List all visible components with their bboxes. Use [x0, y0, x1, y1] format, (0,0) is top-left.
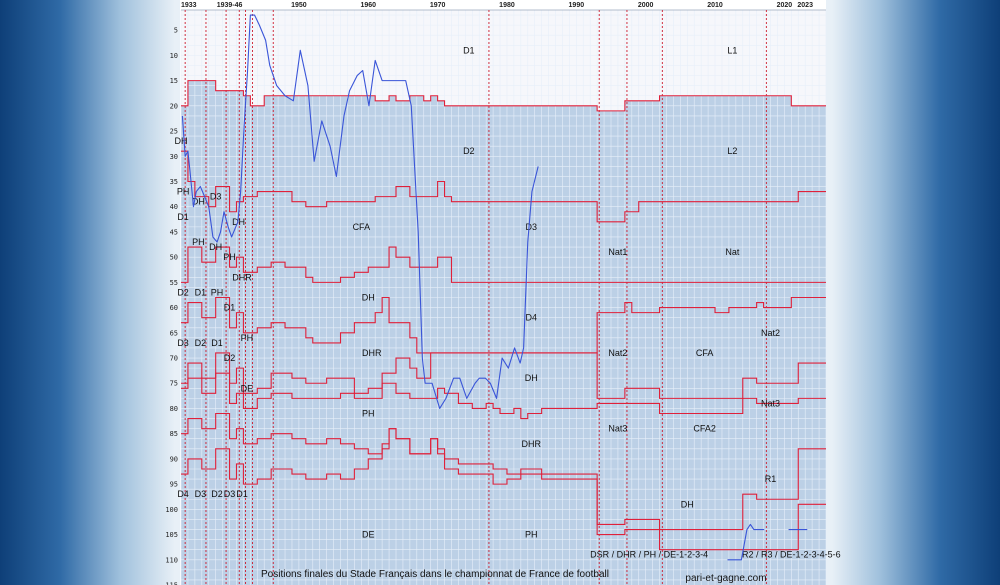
division-label: D2: [463, 146, 475, 156]
y-tick-label: 110: [165, 556, 178, 564]
division-label: Nat2: [761, 328, 780, 338]
y-tick-label: 60: [170, 304, 178, 312]
y-tick-label: 55: [170, 279, 178, 287]
division-label: D2: [195, 338, 207, 348]
y-tick-label: 5: [174, 27, 178, 35]
division-label: Nat3: [608, 424, 627, 434]
x-tick-label: 2000: [638, 2, 654, 9]
division-label: D3: [224, 489, 236, 499]
division-label: PH: [241, 333, 254, 343]
division-label: CFA: [353, 222, 371, 232]
division-label: CFA: [696, 348, 714, 358]
y-tick-label: 25: [170, 128, 178, 136]
division-label: D1: [177, 212, 189, 222]
division-label: DH: [362, 293, 375, 303]
y-tick-label: 50: [170, 254, 178, 262]
division-boundary: [181, 296, 826, 354]
y-tick-label: 65: [170, 329, 178, 337]
x-tick-label: 1970: [430, 2, 446, 9]
division-label: L2: [727, 146, 737, 156]
division-label: DH: [175, 136, 188, 146]
division-label: D3: [195, 489, 207, 499]
division-label: D3: [177, 338, 189, 348]
division-label: D1: [224, 303, 236, 313]
division-label: D4: [525, 313, 537, 323]
x-tick-label: 1939-46: [217, 2, 243, 9]
x-tick-label: 2010: [707, 2, 723, 9]
x-tick-label: 1950: [291, 2, 307, 9]
division-label: DHR: [232, 272, 252, 282]
division-label: D2: [224, 353, 236, 363]
y-tick-label: 35: [170, 178, 178, 186]
division-boundary: [181, 246, 826, 283]
division-label: R1: [765, 474, 777, 484]
division-label: DE: [241, 383, 254, 393]
division-label: PH: [223, 252, 236, 262]
y-tick-label: 20: [170, 102, 178, 110]
division-label: Nat1: [608, 247, 627, 257]
y-tick-label: 15: [170, 77, 178, 85]
division-label: D4: [177, 489, 189, 499]
x-tick-label: 1980: [499, 2, 515, 9]
division-boundary: [181, 428, 826, 551]
y-tick-label: 70: [170, 355, 178, 363]
division-label: D1: [463, 45, 475, 55]
division-label: DH: [209, 242, 222, 252]
x-tick-label: 2023: [797, 2, 813, 9]
y-tick-label: 40: [170, 203, 178, 211]
division-label: D1: [195, 287, 207, 297]
division-label: Nat3: [761, 398, 780, 408]
y-tick-label: 75: [170, 380, 178, 388]
division-label: Nat2: [608, 348, 627, 358]
y-tick-label: 105: [165, 531, 178, 539]
y-tick-label: 45: [170, 228, 178, 236]
division-label: D1: [236, 489, 248, 499]
y-tick-label: 100: [165, 506, 178, 514]
chart-caption: Positions finales du Stade Français dans…: [261, 569, 609, 580]
division-label: DSR / DHR / PH / DE-1-2-3-4: [590, 550, 708, 560]
division-label: PH: [525, 530, 538, 540]
x-tick-label: 1960: [360, 2, 376, 9]
division-label: DE: [362, 530, 375, 540]
division-label: DHR: [362, 348, 382, 358]
division-label: D2: [211, 489, 223, 499]
division-label: D2: [177, 287, 189, 297]
division-label: D3: [210, 192, 222, 202]
division-label: D3: [525, 222, 537, 232]
division-label: CFA2: [693, 424, 716, 434]
division-label: D1: [211, 338, 223, 348]
division-label: Nat: [725, 247, 740, 257]
division-label: DH: [681, 499, 694, 509]
y-tick-label: 90: [170, 455, 178, 463]
x-tick-label: 2020: [777, 2, 793, 9]
division-label: PH: [362, 409, 375, 419]
x-tick-label: 1933: [181, 2, 197, 9]
y-tick-label: 10: [170, 52, 178, 60]
division-label: PH: [192, 237, 205, 247]
y-tick-label: 30: [170, 153, 178, 161]
y-tick-label: 85: [170, 430, 178, 438]
division-boundary: [181, 372, 826, 420]
division-label: DH: [232, 217, 245, 227]
y-tick-label: 115: [165, 582, 178, 585]
chart-credit: pari-et-gagne.com: [685, 573, 766, 584]
division-boundary: [181, 150, 826, 223]
y-tick-label: 95: [170, 481, 178, 489]
division-label: PH: [177, 187, 190, 197]
division-label: DH: [525, 373, 538, 383]
division-label: L1: [727, 45, 737, 55]
x-tick-label: 1990: [569, 2, 585, 9]
division-label: DHR: [521, 439, 541, 449]
position-line: [727, 523, 765, 561]
position-line: [181, 14, 539, 410]
division-label: DH: [192, 197, 205, 207]
division-label: R2 / R3 / DE-1-2-3-4-5-6: [742, 550, 841, 560]
division-boundary: [181, 352, 826, 399]
division-label: PH: [211, 287, 224, 297]
y-tick-label: 80: [170, 405, 178, 413]
